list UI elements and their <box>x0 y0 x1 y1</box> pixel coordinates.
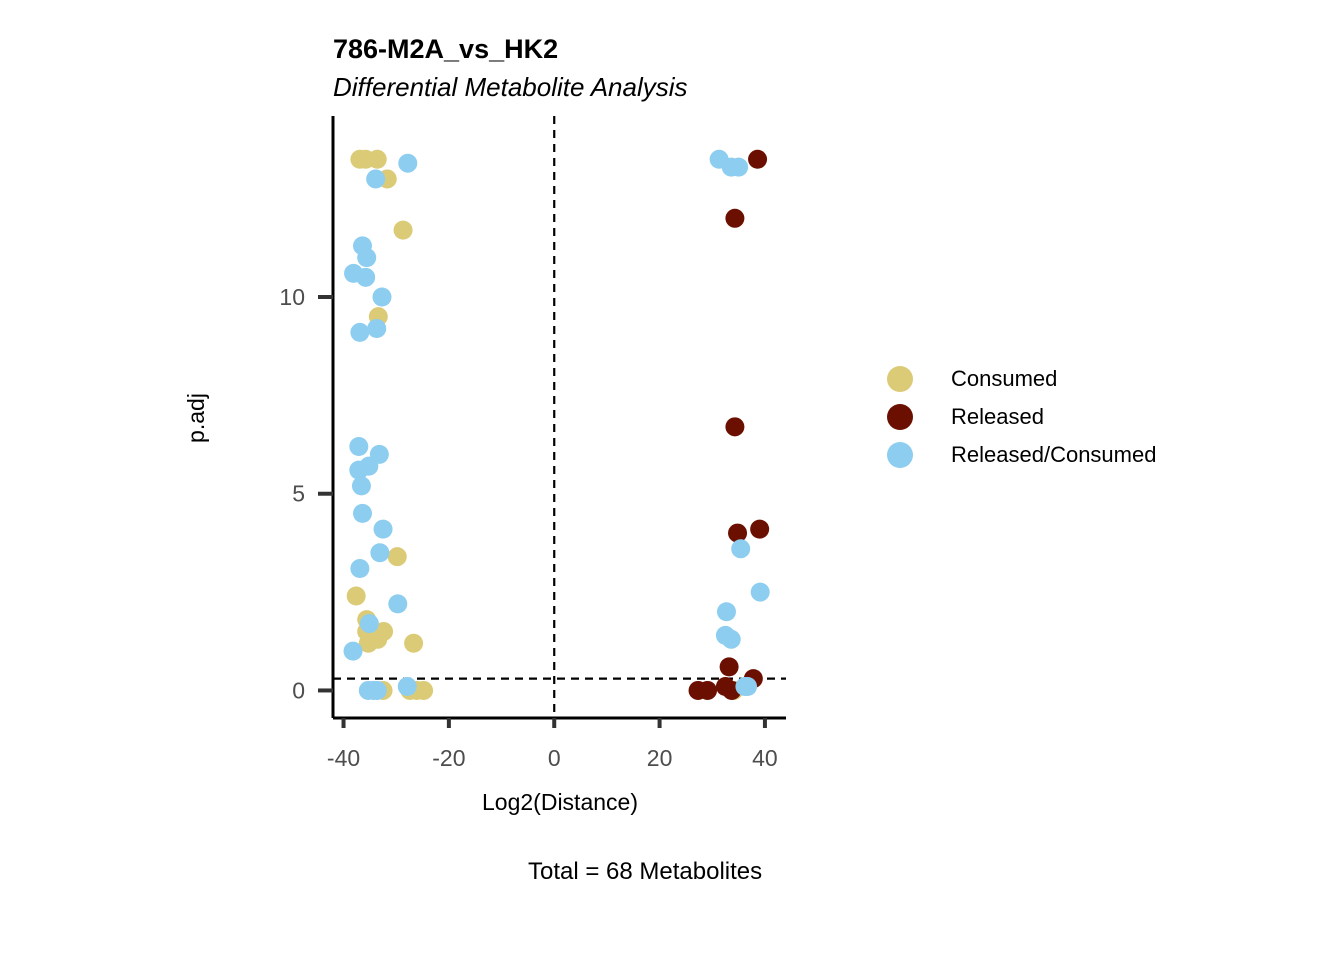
data-point-2-28 <box>731 539 751 559</box>
data-point-2-17 <box>350 558 370 578</box>
data-point-0-7 <box>346 586 366 606</box>
y-tick-label-10: 10 <box>279 284 305 310</box>
chart-subtitle: Differential Metabolite Analysis <box>333 72 688 102</box>
data-point-2-6 <box>372 287 392 307</box>
data-point-2-12 <box>359 456 379 476</box>
data-point-2-20 <box>343 641 363 661</box>
data-point-2-8 <box>367 318 387 338</box>
data-point-2-15 <box>373 519 393 539</box>
x-tick-label--20: -20 <box>432 745 465 771</box>
data-point-2-7 <box>350 322 370 342</box>
data-point-2-9 <box>349 437 369 457</box>
data-point-2-3 <box>357 248 377 268</box>
x-axis-label: Log2(Distance) <box>482 789 638 815</box>
data-point-2-13 <box>351 476 371 496</box>
data-point-0-13 <box>404 633 424 653</box>
data-point-2-14 <box>352 503 372 523</box>
data-point-0-12 <box>358 633 378 653</box>
data-point-2-5 <box>356 267 376 287</box>
y-tick-label-0: 0 <box>292 677 305 703</box>
data-point-2-27 <box>729 157 749 177</box>
data-point-0-17 <box>414 680 434 700</box>
data-point-2-32 <box>721 629 741 649</box>
legend-key-consumed <box>887 366 913 392</box>
data-point-2-19 <box>359 614 379 634</box>
data-point-0-4 <box>393 220 413 240</box>
data-point-1-3 <box>728 523 748 543</box>
data-point-2-1 <box>366 169 386 189</box>
legend-key-released-consumed <box>887 442 913 468</box>
data-points <box>343 149 770 700</box>
data-point-1-9 <box>698 680 718 700</box>
caption-total: Total = 68 Metabolites <box>528 858 763 885</box>
y-axis-label: p.adj <box>183 393 209 443</box>
data-point-2-29 <box>750 582 770 602</box>
data-point-1-5 <box>719 657 739 677</box>
data-point-2-34 <box>738 677 758 697</box>
chart-title: 786-M2A_vs_HK2 <box>333 34 559 64</box>
x-tick-label-20: 20 <box>647 745 673 771</box>
y-tick-label-5: 5 <box>292 481 305 507</box>
data-point-0-6 <box>387 547 407 567</box>
data-point-2-16 <box>370 543 390 563</box>
data-point-2-0 <box>398 153 418 173</box>
data-point-0-2 <box>367 149 387 169</box>
reference-lines <box>333 116 786 718</box>
x-tick-label-40: 40 <box>752 745 778 771</box>
x-tick-label-0: 0 <box>548 745 561 771</box>
legend-label-consumed: Consumed <box>951 366 1058 391</box>
data-point-1-0 <box>748 149 768 169</box>
data-point-1-2 <box>725 417 745 437</box>
legend-key-released <box>887 404 913 430</box>
axes: -40 -20 0 20 40 0 5 10 <box>279 116 786 771</box>
data-point-2-18 <box>388 594 408 614</box>
legend-label-released-consumed: Released/Consumed <box>951 442 1157 467</box>
x-tick-label--40: -40 <box>327 745 360 771</box>
data-point-2-23 <box>364 680 384 700</box>
data-point-2-24 <box>397 677 417 697</box>
data-point-1-4 <box>750 519 770 539</box>
data-point-1-1 <box>725 208 745 228</box>
legend-label-released: Released <box>951 404 1044 429</box>
data-point-2-30 <box>716 602 736 622</box>
